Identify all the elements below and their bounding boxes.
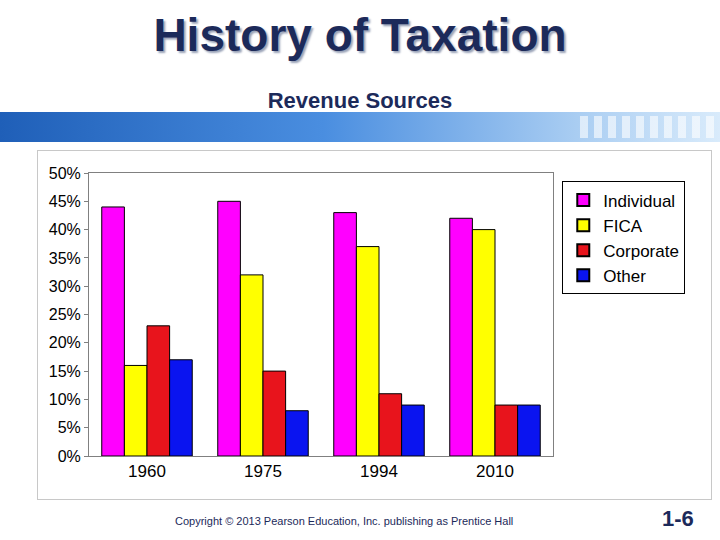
html-text:1-6: 1-6 [662, 506, 694, 531]
html-text:Revenue Sources: Revenue Sources [267, 88, 453, 113]
svg-text:15%: 15% [49, 363, 81, 380]
svg-text:35%: 35% [49, 250, 81, 267]
svg-text:Other: Other [603, 267, 646, 286]
svg-text:5%: 5% [58, 419, 81, 436]
html-text:Copyright © 2013 Pearson Educa: Copyright © 2013 Pearson Education, Inc.… [175, 515, 514, 527]
svg-text:1960: 1960 [128, 462, 166, 481]
svg-text:20%: 20% [49, 334, 81, 351]
svg-text:45%: 45% [49, 193, 81, 210]
svg-text:Individual: Individual [603, 192, 675, 211]
svg-text:0%: 0% [58, 448, 81, 465]
html-text:History of Taxation: History of Taxation [153, 9, 567, 61]
svg-text:1994: 1994 [360, 462, 398, 481]
svg-text:FICA: FICA [603, 217, 642, 236]
svg-text:10%: 10% [49, 391, 81, 408]
svg-text:50%: 50% [49, 165, 81, 182]
svg-text:25%: 25% [49, 306, 81, 323]
svg-text:1975: 1975 [244, 462, 282, 481]
svg-text:2010: 2010 [476, 462, 514, 481]
svg-text:Corporate: Corporate [603, 242, 679, 261]
svg-text:40%: 40% [49, 221, 81, 238]
svg-text:30%: 30% [49, 278, 81, 295]
